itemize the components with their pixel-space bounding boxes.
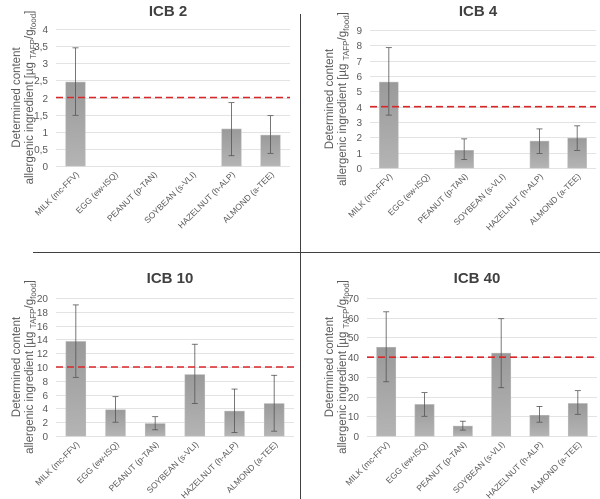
y-tick-label: 1 <box>42 128 48 139</box>
y-tick-label: 9 <box>356 26 362 37</box>
y-tick-label: 6 <box>42 391 48 402</box>
y-tick-label: 0 <box>353 432 359 443</box>
y-tick-label: 0,5 <box>34 145 48 156</box>
y-axis-label-sub: TAFP <box>29 308 38 328</box>
chart-title: ICB 2 <box>149 3 187 20</box>
y-axis-label-line2: allergenic ingredient [µg <box>337 60 349 186</box>
y-tick-label: 18 <box>37 308 49 319</box>
y-axis-label-line1: Determined content <box>324 316 336 417</box>
y-axis-label-end: ] <box>337 280 349 283</box>
chart-panel: ICB 10 Determined contentallergenic ingre… <box>11 270 294 499</box>
y-axis-label: Determined contentallergenic ingredient … <box>11 11 38 185</box>
y-tick-label: 1 <box>356 149 362 160</box>
y-tick-label: 40 <box>348 353 360 364</box>
y-tick-label: 6 <box>356 72 362 83</box>
y-tick-label: 3 <box>42 59 48 70</box>
y-axis-label-line1: Determined content <box>11 47 23 148</box>
y-axis-label-mid: /g <box>337 31 349 41</box>
y-tick-label: 0 <box>356 164 362 175</box>
y-tick-label: 7 <box>356 57 362 68</box>
x-category-label: MILK (mc-FFV) <box>33 169 81 217</box>
y-axis-label-end: ] <box>24 11 36 14</box>
y-axis-label: Determined contentallergenic ingredient … <box>324 280 351 454</box>
y-tick-label: 60 <box>348 314 360 325</box>
y-tick-label: 8 <box>356 41 362 52</box>
x-category-label: MILK (mc-FFV) <box>33 439 81 487</box>
y-axis-label-line1: Determined content <box>324 48 336 149</box>
y-tick-label: 10 <box>348 412 360 423</box>
y-axis-label-sub: TAFP <box>342 308 351 328</box>
y-tick-label: 2 <box>42 94 48 105</box>
y-axis-label-sub: food <box>342 15 351 31</box>
y-tick-label: 4 <box>42 25 48 36</box>
y-axis-label-line1: Determined content <box>11 316 23 417</box>
y-tick-label: 4 <box>356 103 362 114</box>
y-tick-label: 8 <box>42 377 48 388</box>
y-tick-label: 2 <box>356 133 362 144</box>
y-tick-label: 4 <box>42 404 48 415</box>
chart-title: ICB 10 <box>147 270 194 287</box>
y-axis-label-end: ] <box>337 12 349 15</box>
y-tick-label: 20 <box>348 393 360 404</box>
y-axis-label-sub: TAFP <box>342 40 351 60</box>
y-tick-label: 2 <box>42 418 48 429</box>
y-axis-label-sub: food <box>342 283 351 299</box>
y-tick-label: 14 <box>37 335 49 346</box>
y-tick-label: 3,5 <box>34 42 48 53</box>
y-axis-label-sub: food <box>29 283 38 299</box>
y-tick-label: 20 <box>37 294 49 305</box>
chart-title: ICB 4 <box>459 3 498 20</box>
y-axis-label: Determined contentallergenic ingredient … <box>11 280 38 454</box>
chart-panel: ICB 40 Determined contentallergenic ingre… <box>324 270 597 499</box>
chart-panel: ICB 2 Determined contentallergenic ingred… <box>11 3 290 230</box>
y-tick-label: 12 <box>37 349 49 360</box>
y-tick-label: 2,5 <box>34 76 48 87</box>
y-tick-label: 50 <box>348 333 360 344</box>
y-tick-label: 0 <box>42 162 48 173</box>
y-axis-label-line2: allergenic ingredient [µg <box>24 59 36 185</box>
y-tick-label: 10 <box>37 363 49 374</box>
y-tick-label: 70 <box>348 294 360 305</box>
y-axis-label-mid: /g <box>337 299 349 309</box>
y-tick-label: 5 <box>356 87 362 98</box>
y-axis-label-mid: /g <box>24 299 36 309</box>
y-axis-label-line2: allergenic ingredient [µg <box>24 328 36 454</box>
y-axis-label-sub: TAFP <box>29 39 38 59</box>
y-tick-label: 16 <box>37 322 49 333</box>
chart-title: ICB 40 <box>454 270 501 287</box>
y-tick-label: 30 <box>348 373 360 384</box>
y-axis-label: Determined contentallergenic ingredient … <box>324 12 351 186</box>
y-tick-label: 1,5 <box>34 111 48 122</box>
y-axis-label-sub: food <box>29 14 38 30</box>
chart-panel: ICB 4 Determined contentallergenic ingred… <box>324 3 596 232</box>
y-axis-label-end: ] <box>24 280 36 283</box>
y-tick-label: 3 <box>356 118 362 129</box>
y-tick-label: 0 <box>42 432 48 443</box>
y-axis-label-line2: allergenic ingredient [µg <box>337 328 349 454</box>
y-axis-label-mid: /g <box>24 29 36 39</box>
